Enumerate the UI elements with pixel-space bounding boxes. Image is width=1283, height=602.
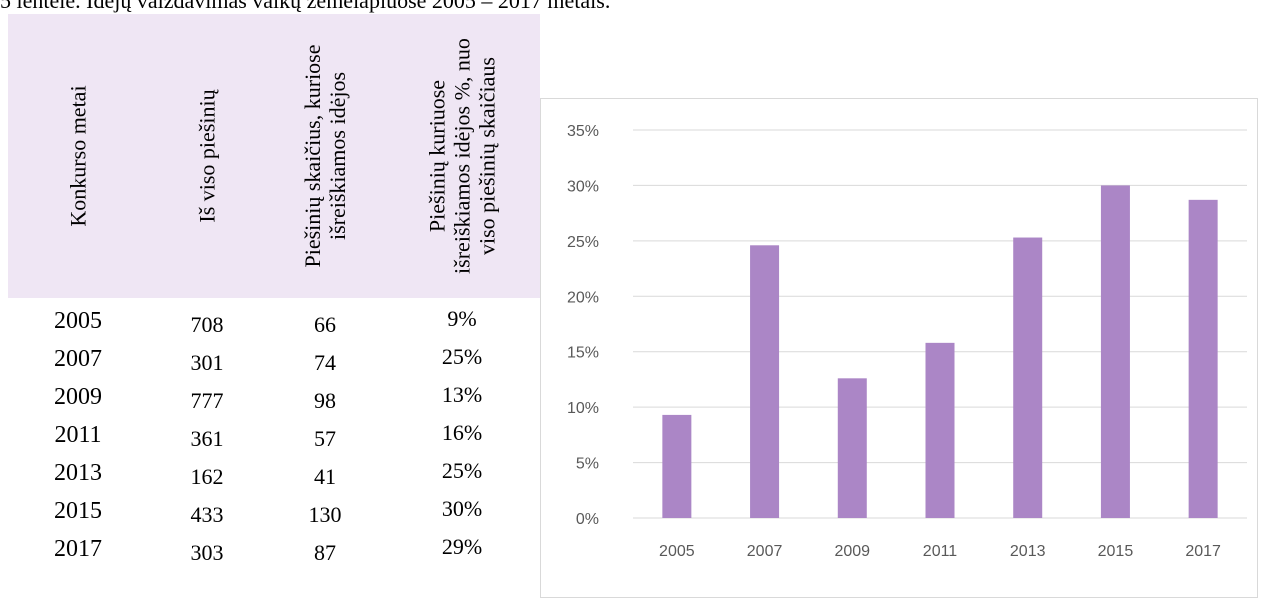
bar-2013 [1013, 237, 1043, 518]
data-table: Konkurso metai Iš viso piešinių Piešinių… [8, 14, 540, 574]
cell-percent: 16% [441, 420, 483, 445]
cell-total: 303 [190, 540, 224, 565]
y-tick-label: 25% [567, 234, 599, 251]
bar-chart: 0% 5% 10% 15% 20% 25% 30% 35% 2005 2007 2009 2011 20… [540, 98, 1258, 598]
cell-year: 2007 [54, 346, 102, 372]
header-label: Iš viso piešinių [194, 89, 220, 223]
header-label: Piešinių skaičius, kuriose išreiškiamos … [300, 44, 350, 268]
y-tick-label: 10% [567, 400, 599, 417]
bar-2015 [1100, 185, 1130, 518]
table-row: 2013 162 41 25% [8, 458, 540, 498]
table-row: 2017 303 87 29% [8, 534, 540, 574]
cell-year: 2013 [54, 460, 102, 486]
x-tick-label: 2007 [747, 543, 783, 560]
y-tick-label: 30% [567, 178, 599, 195]
table-header-background [8, 14, 540, 298]
cell-percent: 30% [441, 496, 483, 521]
bar-2017 [1188, 199, 1218, 518]
y-tick-label: 15% [567, 345, 599, 362]
table-row: 2009 777 98 13% [8, 382, 540, 422]
cell-year: 2017 [54, 536, 102, 562]
header-procentai: Piešinių kuriuose išreiškiamos idėjos %,… [384, 14, 540, 298]
cell-total: 777 [190, 388, 224, 413]
cell-total: 708 [190, 312, 224, 337]
cell-percent: 29% [441, 534, 483, 559]
cell-percent: 25% [441, 458, 483, 483]
cell-year: 2011 [54, 422, 102, 448]
bar-2011 [925, 342, 955, 518]
header-label: Konkurso metai [65, 85, 91, 227]
cell-percent: 13% [441, 382, 483, 407]
bar-2005 [662, 414, 692, 518]
x-tick-label: 2015 [1098, 543, 1134, 560]
cell-percent: 9% [447, 306, 477, 331]
bar-2007 [750, 245, 780, 518]
cell-count: 130 [308, 502, 342, 527]
table-row: 2015 433 130 30% [8, 496, 540, 536]
x-tick-label: 2011 [923, 543, 958, 560]
table-row: 2007 301 74 25% [8, 344, 540, 384]
header-is-viso: Iš viso piešinių [148, 14, 266, 298]
cell-year: 2009 [54, 384, 102, 410]
bar-chart-svg: 0% 5% 10% 15% 20% 25% 30% 35% 2005 2007 2009 2011 20… [567, 123, 1247, 560]
x-tick-label: 2017 [1185, 543, 1221, 560]
cell-count: 98 [314, 388, 336, 413]
cell-total: 361 [190, 426, 224, 451]
table-caption: 5 lentelė. Idėjų vaizdavimas vaikų žemėl… [0, 0, 611, 13]
cell-total: 301 [190, 350, 224, 375]
x-tick-label: 2013 [1010, 543, 1046, 560]
cell-count: 66 [314, 312, 336, 337]
header-label: Piešinių kuriuose išreiškiamos idėjos %,… [424, 38, 500, 274]
y-tick-label: 0% [576, 511, 599, 528]
cell-count: 74 [314, 350, 336, 375]
header-piesiniu-skaicius: Piešinių skaičius, kuriose išreiškiamos … [266, 14, 384, 298]
cell-count: 87 [314, 540, 336, 565]
header-konkurso-metai: Konkurso metai [8, 14, 148, 298]
cell-year: 2005 [54, 308, 102, 334]
x-tick-label: 2009 [834, 543, 870, 560]
y-tick-label: 35% [567, 123, 599, 140]
x-tick-label: 2005 [659, 543, 695, 560]
y-tick-label: 20% [567, 289, 599, 306]
cell-total: 162 [190, 464, 224, 489]
bar-2009 [837, 378, 867, 518]
cell-percent: 25% [441, 344, 483, 369]
cell-year: 2015 [54, 498, 102, 524]
cell-count: 41 [314, 464, 336, 489]
table-row: 2011 361 57 16% [8, 420, 540, 460]
y-tick-label: 5% [576, 456, 599, 473]
cell-count: 57 [314, 426, 336, 451]
table-row: 2005 708 66 9% [8, 306, 540, 346]
cell-total: 433 [190, 502, 224, 527]
